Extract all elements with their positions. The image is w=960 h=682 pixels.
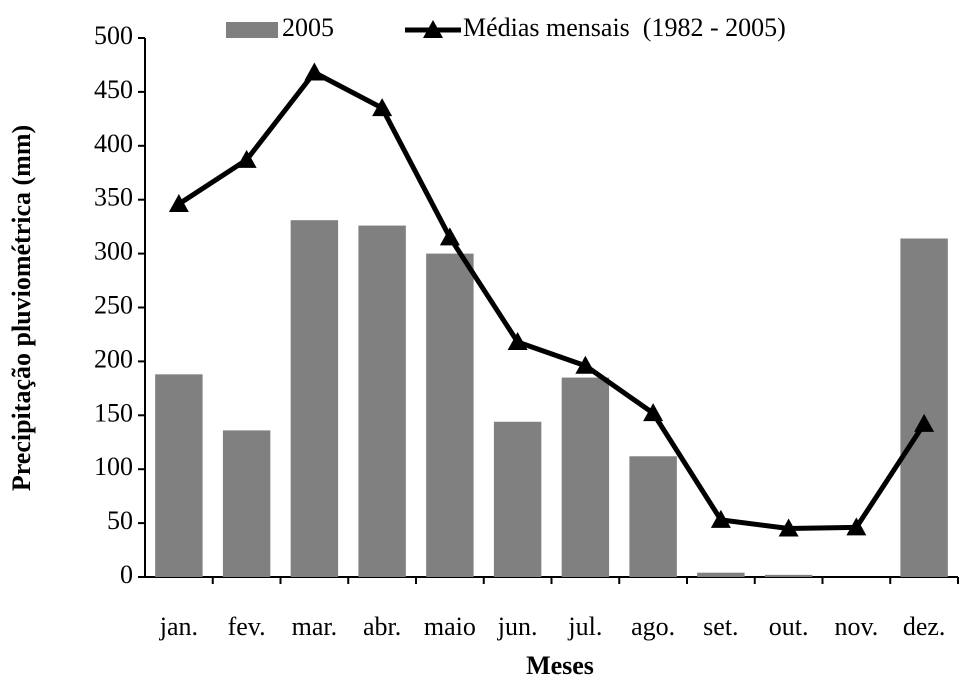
marker xyxy=(372,98,393,117)
marker xyxy=(575,355,596,374)
x-tick-label: fev. xyxy=(228,612,266,641)
x-tick-label: dez. xyxy=(903,612,946,641)
x-axis-label: Meses xyxy=(526,651,594,680)
legend-marker xyxy=(423,20,443,38)
y-tick-label: 250 xyxy=(94,290,133,319)
x-tick-label: maio xyxy=(424,612,476,641)
x-tick-label: set. xyxy=(703,612,738,641)
y-tick-label: 0 xyxy=(120,560,133,589)
line xyxy=(177,69,927,531)
marker xyxy=(507,331,528,350)
y-tick-label: 100 xyxy=(94,452,133,481)
y-tick-label: 50 xyxy=(107,506,133,535)
x-tick-label: jul. xyxy=(567,612,602,641)
y-tick-label: 400 xyxy=(94,129,133,158)
bar xyxy=(900,238,948,577)
x-tick-label: out. xyxy=(769,612,809,641)
bar xyxy=(358,225,406,577)
marker xyxy=(439,227,460,246)
marker xyxy=(914,413,935,432)
x-tick-label: jun. xyxy=(497,612,538,641)
bar xyxy=(222,430,271,577)
marker xyxy=(168,194,189,213)
bar xyxy=(764,574,813,577)
bar xyxy=(426,253,474,577)
x-tick-label: ago. xyxy=(631,612,675,641)
bar xyxy=(629,456,677,577)
legend-label: Médias mensais (1982 - 2005) xyxy=(463,13,786,42)
bar xyxy=(290,220,339,577)
y-tick-label: 500 xyxy=(94,21,133,50)
marker xyxy=(643,403,664,422)
y-tick-label: 150 xyxy=(94,398,133,427)
marker xyxy=(778,518,799,537)
bar xyxy=(697,572,745,577)
legend-label: 2005 xyxy=(282,13,334,42)
marker xyxy=(304,62,325,81)
legend-swatch xyxy=(226,22,278,38)
y-tick-label: 300 xyxy=(94,237,133,266)
x-tick-label: abr. xyxy=(363,612,401,641)
marker xyxy=(236,149,257,168)
bar xyxy=(561,377,610,577)
bar xyxy=(493,421,542,577)
x-tick-label: mar. xyxy=(292,612,338,641)
bar xyxy=(155,374,203,577)
marker xyxy=(846,517,867,536)
y-tick-label: 450 xyxy=(94,75,133,104)
x-tick-label: nov. xyxy=(834,612,878,641)
y-axis-label: Precipitação pluviométrica (mm) xyxy=(7,125,36,491)
y-tick-label: 200 xyxy=(94,344,133,373)
marker xyxy=(710,509,731,528)
x-tick-label: jan. xyxy=(159,612,198,641)
y-tick-label: 350 xyxy=(94,183,133,212)
